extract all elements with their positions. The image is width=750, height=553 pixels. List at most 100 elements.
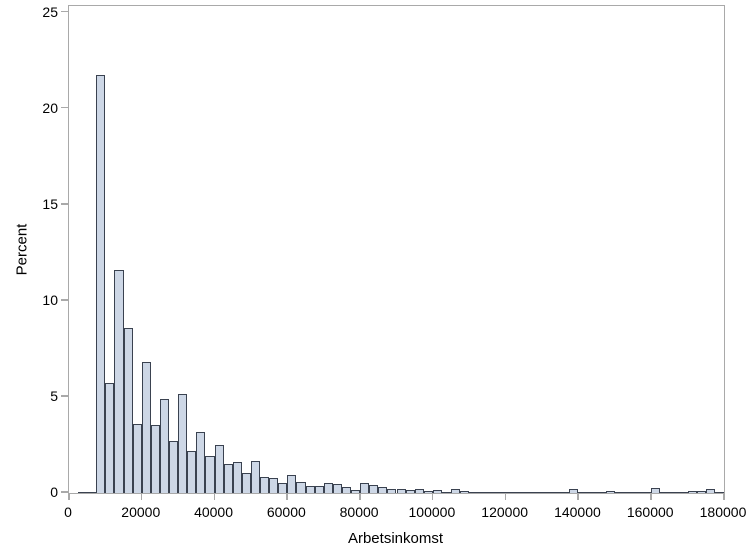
histogram-bar	[696, 491, 706, 493]
histogram-bar	[169, 441, 179, 493]
histogram-bar	[478, 492, 488, 493]
y-tick-mark	[61, 491, 68, 493]
histogram-bar	[523, 492, 533, 493]
histogram-bar	[241, 473, 251, 493]
histogram-bar	[196, 432, 206, 493]
histogram-bar	[714, 492, 724, 493]
x-tick-mark	[213, 493, 216, 500]
histogram-bar	[187, 450, 197, 493]
histogram-bar	[114, 270, 124, 493]
x-tick-label: 80000	[339, 504, 379, 520]
histogram-bar	[432, 490, 442, 493]
histogram-bar	[150, 424, 160, 493]
x-tick-mark	[650, 493, 652, 500]
histogram-bar	[123, 327, 133, 493]
histogram-bar	[487, 492, 497, 493]
histogram-bar	[596, 492, 606, 493]
x-axis-title: Arbetsinkomst	[347, 530, 444, 547]
histogram-bar	[505, 492, 515, 493]
x-tick-mark	[723, 493, 725, 500]
histogram-bar	[469, 492, 479, 493]
histogram-bar	[660, 492, 670, 493]
histogram-bar	[96, 75, 106, 493]
y-tick-mark	[61, 395, 68, 397]
histogram-bar	[514, 491, 524, 493]
y-tick-label: 10	[42, 291, 58, 308]
histogram-bar	[651, 488, 661, 493]
histogram-bar	[269, 477, 279, 493]
histogram-bar	[296, 482, 306, 493]
histogram-bar	[369, 484, 379, 493]
histogram-bar	[314, 485, 324, 493]
histogram-bar	[705, 489, 715, 493]
histogram-bar	[423, 490, 433, 493]
histogram-bar	[551, 492, 561, 493]
histogram-bar	[323, 483, 333, 493]
histogram-bar	[578, 491, 588, 493]
x-tick-label: 160000	[626, 504, 674, 520]
x-tick-mark	[359, 493, 361, 500]
histogram-bar	[360, 483, 370, 493]
x-tick-label: 120000	[481, 504, 529, 520]
histogram-bar	[105, 382, 115, 493]
histogram-bar	[405, 489, 415, 493]
x-tick-mark	[286, 493, 288, 500]
x-tick-label: 20000	[121, 504, 161, 520]
histogram-bar	[87, 491, 97, 493]
x-tick-label: 140000	[554, 504, 601, 520]
histogram-bar	[414, 488, 424, 493]
y-tick-label: 0	[50, 484, 58, 500]
histogram-bar	[278, 483, 288, 493]
histogram-bar	[223, 464, 233, 493]
histogram-bar	[542, 492, 552, 493]
histogram-bar	[305, 486, 315, 493]
histogram-bar	[496, 492, 506, 493]
histogram-bar	[396, 489, 406, 493]
histogram-bar	[341, 487, 351, 493]
x-tick-label: 100000	[408, 504, 456, 520]
histogram-bar	[633, 492, 643, 493]
y-axis-title: Percent	[13, 223, 31, 276]
histogram-bar	[387, 488, 397, 493]
histogram-bar	[460, 491, 470, 493]
y-tick-label: 5	[50, 387, 58, 404]
y-tick-mark	[61, 299, 68, 301]
y-tick-mark	[61, 203, 68, 205]
histogram-bar	[178, 394, 188, 493]
histogram-bar	[560, 492, 570, 493]
histogram-bar	[232, 461, 242, 493]
x-tick-mark	[504, 493, 507, 500]
y-tick-label: 25	[42, 3, 58, 20]
histogram-bar	[587, 492, 597, 493]
histogram-bar	[678, 492, 688, 493]
x-tick-label: 60000	[266, 504, 306, 520]
histogram-bar	[332, 484, 342, 493]
histogram-bar	[642, 492, 652, 493]
histogram-bar	[205, 455, 215, 493]
y-tick-label: 15	[42, 195, 58, 212]
histogram-bar	[569, 488, 579, 493]
histogram-bar	[623, 492, 634, 493]
histogram-bar	[141, 362, 151, 493]
histogram-bar	[287, 474, 297, 493]
histogram-bar	[378, 487, 388, 493]
histogram-bar	[159, 398, 170, 493]
x-tick-label: 180000	[699, 504, 747, 520]
x-tick-label: 40000	[194, 504, 234, 520]
histogram-bar	[250, 460, 261, 493]
histogram-bar	[441, 491, 452, 493]
histogram-bar	[532, 492, 543, 493]
x-tick-mark	[577, 493, 579, 500]
histogram-bar	[260, 476, 270, 493]
x-tick-mark	[431, 493, 434, 500]
histogram-bar	[78, 492, 88, 493]
x-tick-mark	[68, 493, 70, 500]
histogram-bar	[451, 488, 461, 493]
histogram-bar	[132, 423, 142, 493]
histogram-bar	[214, 444, 224, 493]
histogram-bar	[351, 489, 361, 493]
histogram-bar	[605, 491, 615, 493]
y-tick-mark	[61, 106, 68, 109]
x-tick-label: 0	[64, 504, 72, 520]
histogram-bar	[614, 491, 624, 493]
